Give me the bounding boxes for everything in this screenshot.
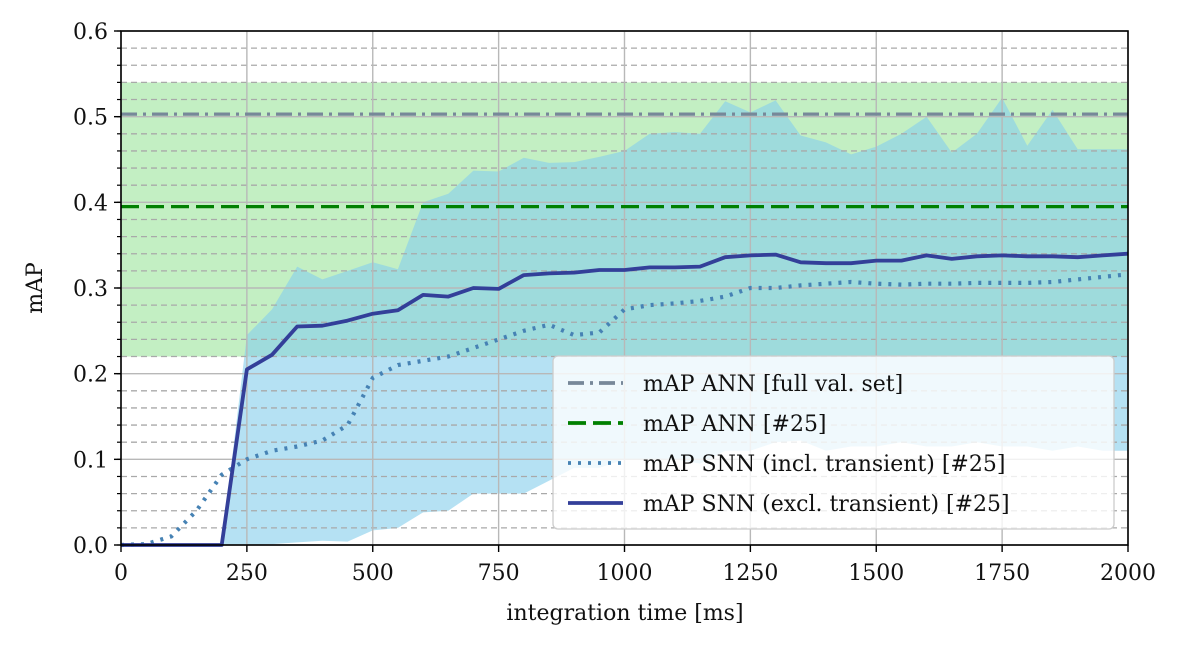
x-tick-label: 1750 xyxy=(974,561,1030,586)
legend-label-2: mAP SNN (incl. transient) [#25] xyxy=(643,452,1005,477)
series-line-0 xyxy=(120,272,1129,548)
legend-label-1: mAP ANN [#25] xyxy=(643,412,827,437)
y-tick-label: 0.2 xyxy=(73,363,108,388)
y-tick-label: 0.1 xyxy=(73,448,108,473)
x-tick-label: 1250 xyxy=(722,561,778,586)
y-tick-label: 0.3 xyxy=(73,277,108,302)
reference-lines xyxy=(121,112,1128,209)
y-tick-label: 0.6 xyxy=(73,20,108,45)
data-series xyxy=(120,251,1129,548)
x-tick-label: 500 xyxy=(352,561,394,586)
legend: mAP ANN [full val. set] mAP ANN [#25] mAP … xyxy=(552,355,1115,530)
x-tick-label: 0 xyxy=(114,561,128,586)
x-tick-label: 1500 xyxy=(848,561,904,586)
x-tick-label: 2000 xyxy=(1100,561,1156,586)
y-tick-label: 0.4 xyxy=(73,191,108,216)
y-axis-title: mAP xyxy=(23,262,48,314)
series-line-1 xyxy=(121,251,1129,547)
y-tick-label: 0.0 xyxy=(73,534,108,559)
x-tick-label: 1000 xyxy=(597,561,653,586)
legend-box xyxy=(552,355,1115,530)
x-axis-ticks: 0 250 500 750 1000 1250 1500 1750 2000 xyxy=(114,545,1156,586)
x-tick-label: 750 xyxy=(478,561,520,586)
y-axis-ticks: 0.0 0.1 0.2 0.3 0.4 0.5 0.6 xyxy=(73,20,121,559)
legend-label-3: mAP SNN (excl. transient) [#25] xyxy=(643,492,1010,517)
x-tick-label: 250 xyxy=(226,561,268,586)
x-axis-title: integration time [ms] xyxy=(506,601,743,626)
legend-label-0: mAP ANN [full val. set] xyxy=(643,372,903,397)
y-tick-label: 0.5 xyxy=(73,106,108,131)
